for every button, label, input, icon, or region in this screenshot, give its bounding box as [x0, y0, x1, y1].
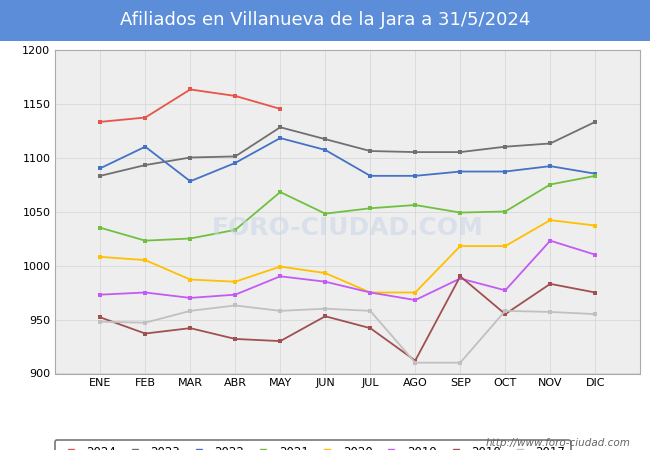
Text: Afiliados en Villanueva de la Jara a 31/5/2024: Afiliados en Villanueva de la Jara a 31/… — [120, 11, 530, 29]
Legend: 2024, 2023, 2022, 2021, 2020, 2019, 2018, 2017: 2024, 2023, 2022, 2021, 2020, 2019, 2018… — [55, 440, 571, 450]
Text: http://www.foro-ciudad.com: http://www.foro-ciudad.com — [486, 438, 630, 448]
Text: FORO-CIUDAD.COM: FORO-CIUDAD.COM — [212, 216, 484, 240]
